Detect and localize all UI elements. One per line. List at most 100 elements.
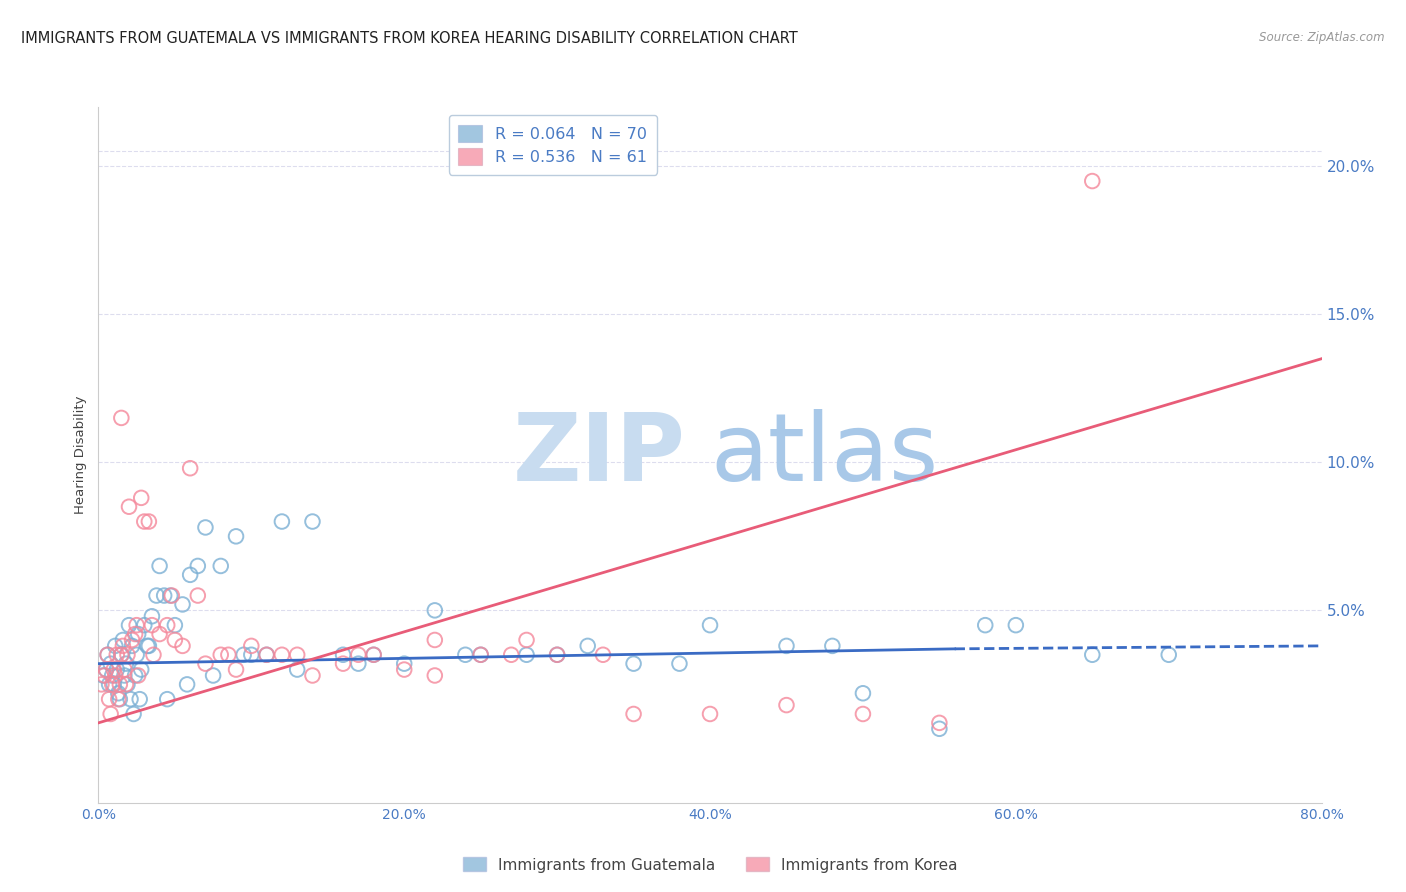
- Point: [121, 632, 143, 647]
- Point: [163, 618, 186, 632]
- Point: [347, 657, 370, 671]
- Point: [100, 657, 122, 671]
- Point: [149, 627, 172, 641]
- Point: [128, 692, 150, 706]
- Point: [98, 677, 121, 691]
- Text: ZIP: ZIP: [513, 409, 686, 501]
- Point: [546, 648, 568, 662]
- Point: [112, 663, 135, 677]
- Point: [138, 639, 160, 653]
- Point: [852, 686, 875, 700]
- Point: [124, 668, 146, 682]
- Point: [1081, 174, 1104, 188]
- Point: [225, 529, 247, 543]
- Point: [232, 648, 254, 662]
- Point: [256, 648, 278, 662]
- Point: [699, 618, 721, 632]
- Point: [775, 698, 797, 712]
- Point: [163, 632, 186, 647]
- Point: [202, 668, 225, 682]
- Point: [125, 618, 148, 632]
- Point: [623, 657, 645, 671]
- Point: [138, 515, 160, 529]
- Point: [470, 648, 492, 662]
- Point: [125, 648, 148, 662]
- Point: [136, 639, 159, 653]
- Point: [423, 632, 446, 647]
- Point: [156, 692, 179, 706]
- Point: [129, 491, 152, 505]
- Point: [134, 515, 156, 529]
- Point: [110, 648, 132, 662]
- Point: [112, 668, 135, 682]
- Point: [285, 663, 308, 677]
- Point: [115, 657, 138, 671]
- Point: [127, 668, 149, 682]
- Point: [347, 648, 370, 662]
- Point: [100, 706, 122, 721]
- Point: [1157, 648, 1180, 662]
- Point: [592, 648, 614, 662]
- Point: [91, 668, 114, 682]
- Point: [103, 663, 125, 677]
- Point: [332, 657, 354, 671]
- Point: [176, 677, 198, 691]
- Point: [852, 706, 875, 721]
- Point: [301, 515, 323, 529]
- Point: [141, 609, 163, 624]
- Point: [576, 639, 599, 653]
- Point: [104, 639, 127, 653]
- Point: [90, 677, 112, 691]
- Y-axis label: Hearing Disability: Hearing Disability: [75, 396, 87, 514]
- Text: IMMIGRANTS FROM GUATEMALA VS IMMIGRANTS FROM KOREA HEARING DISABILITY CORRELATIO: IMMIGRANTS FROM GUATEMALA VS IMMIGRANTS …: [21, 31, 797, 46]
- Point: [121, 639, 143, 653]
- Point: [120, 692, 142, 706]
- Point: [470, 648, 492, 662]
- Point: [699, 706, 721, 721]
- Point: [101, 677, 124, 691]
- Point: [270, 515, 294, 529]
- Point: [194, 657, 217, 671]
- Point: [256, 648, 278, 662]
- Point: [149, 558, 172, 573]
- Point: [179, 567, 201, 582]
- Point: [105, 648, 128, 662]
- Point: [107, 692, 129, 706]
- Point: [160, 589, 183, 603]
- Point: [145, 589, 167, 603]
- Point: [122, 706, 145, 721]
- Point: [301, 668, 323, 682]
- Point: [111, 639, 134, 653]
- Point: [94, 663, 117, 677]
- Point: [172, 639, 194, 653]
- Point: [392, 657, 416, 671]
- Point: [98, 692, 121, 706]
- Point: [209, 648, 232, 662]
- Point: [240, 639, 263, 653]
- Point: [423, 603, 446, 617]
- Point: [363, 648, 385, 662]
- Point: [93, 668, 115, 682]
- Point: [141, 618, 163, 632]
- Point: [97, 648, 120, 662]
- Point: [775, 639, 797, 653]
- Point: [179, 461, 201, 475]
- Point: [928, 715, 950, 730]
- Point: [516, 648, 538, 662]
- Point: [159, 589, 181, 603]
- Point: [194, 520, 217, 534]
- Text: atlas: atlas: [710, 409, 938, 501]
- Point: [270, 648, 294, 662]
- Text: Source: ZipAtlas.com: Source: ZipAtlas.com: [1260, 31, 1385, 45]
- Point: [187, 558, 209, 573]
- Point: [97, 648, 120, 662]
- Point: [974, 618, 997, 632]
- Point: [172, 598, 194, 612]
- Point: [127, 627, 149, 641]
- Point: [623, 706, 645, 721]
- Legend: Immigrants from Guatemala, Immigrants from Korea: Immigrants from Guatemala, Immigrants fr…: [457, 851, 963, 879]
- Point: [423, 668, 446, 682]
- Point: [153, 589, 176, 603]
- Point: [117, 677, 139, 691]
- Point: [118, 618, 141, 632]
